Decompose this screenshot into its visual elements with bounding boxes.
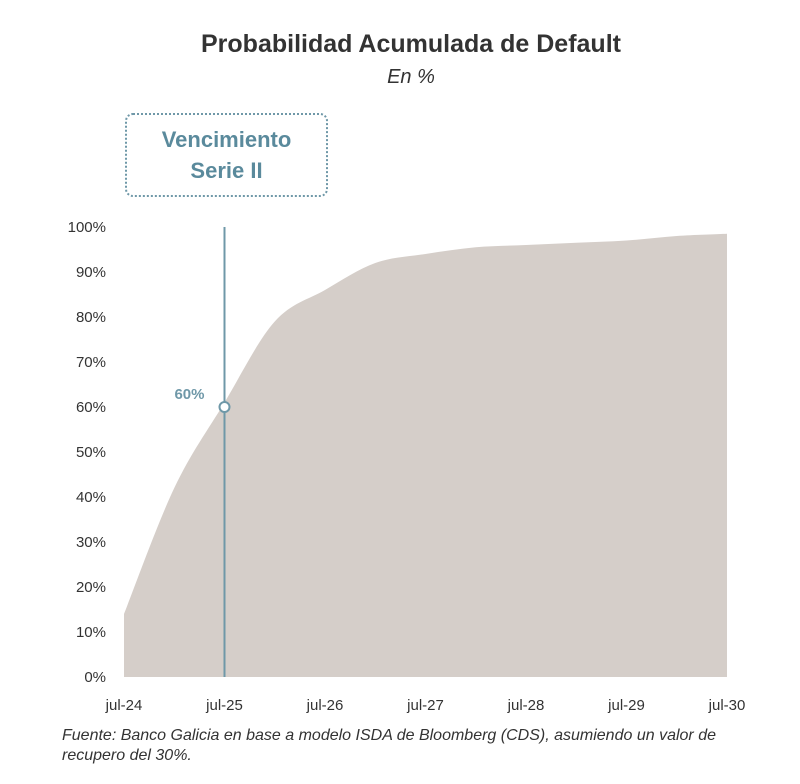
marker-point: [218, 401, 231, 413]
x-tick-label: jul-24: [105, 697, 143, 714]
y-tick-label: 70%: [76, 354, 106, 371]
x-tick-label: jul-29: [607, 697, 645, 714]
chart-subtitle: En %: [387, 66, 435, 88]
callout-line-1: Vencimiento: [161, 127, 292, 152]
y-tick-label: 100%: [68, 219, 106, 236]
x-tick-label: jul-30: [708, 697, 746, 714]
callout-line-2: Serie II: [190, 158, 263, 183]
y-tick-label: 0%: [84, 669, 106, 686]
chart-title: Probabilidad Acumulada de Default: [201, 30, 621, 58]
y-tick-label: 20%: [76, 579, 106, 596]
x-tick-label: jul-25: [205, 697, 243, 714]
area-series-0: [124, 233, 727, 677]
y-tick-label: 40%: [76, 489, 106, 506]
maturity-callout: Vencimiento Serie II: [125, 113, 328, 197]
y-tick-label: 60%: [76, 399, 106, 416]
y-tick-label: 30%: [76, 534, 106, 551]
marker-label: 60%: [174, 386, 204, 403]
y-tick-label: 50%: [76, 444, 106, 461]
source-note: Fuente: Banco Galicia en base a modelo I…: [62, 727, 716, 764]
x-tick-label: jul-28: [507, 697, 545, 714]
x-tick-label: jul-26: [306, 697, 344, 714]
x-tick-label: jul-27: [406, 697, 444, 714]
y-tick-label: 80%: [76, 309, 106, 326]
y-tick-label: 90%: [76, 264, 106, 281]
y-tick-label: 10%: [76, 624, 106, 641]
